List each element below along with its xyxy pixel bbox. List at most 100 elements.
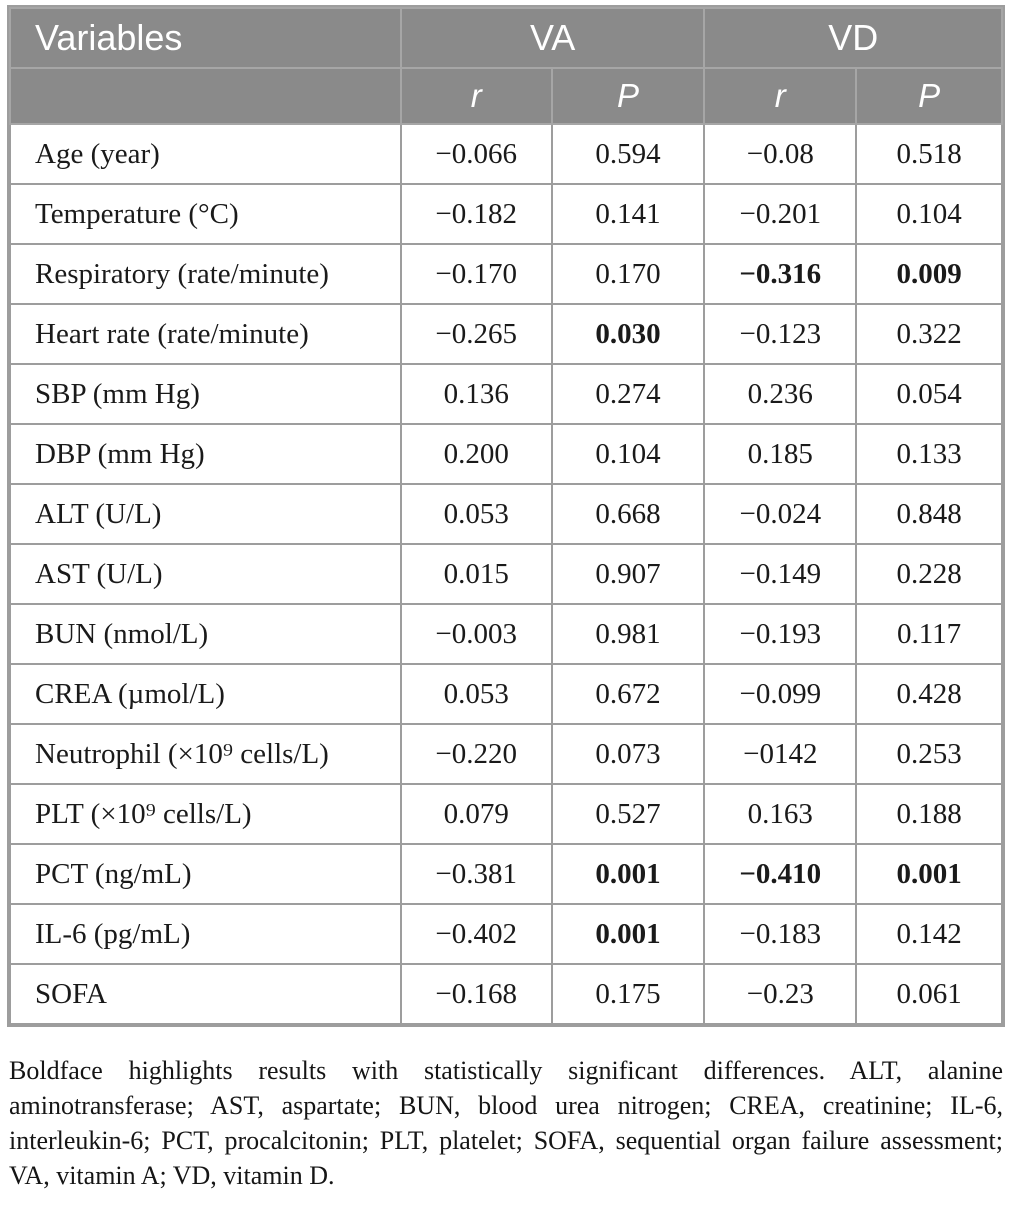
- vd-p-cell: 0.518: [855, 123, 1003, 185]
- group-header-va: VA: [399, 7, 706, 69]
- va-r-cell: 0.200: [399, 423, 553, 485]
- vd-p-cell: 0.188: [855, 783, 1003, 845]
- va-r-cell: −0.182: [399, 183, 553, 245]
- va-r-cell: −0.402: [399, 903, 553, 965]
- variable-name-cell: ALT (U/L): [9, 483, 402, 545]
- vd-r-cell: −0.410: [703, 843, 858, 905]
- table-row: Heart rate (rate/minute) −0.265 0.030 −0…: [9, 303, 1003, 365]
- column-header-variables: Variables: [9, 7, 402, 69]
- va-p-cell: 0.594: [550, 123, 706, 185]
- table-row: CREA (µmol/L) 0.053 0.672 −0.099 0.428: [9, 663, 1003, 725]
- vd-p-cell: 0.061: [855, 963, 1003, 1025]
- variable-name-cell: IL-6 (pg/mL): [9, 903, 402, 965]
- correlation-table-grid: Variables VA VD r P r P Age (year) −0.06…: [9, 7, 1003, 1025]
- table-row: Respiratory (rate/minute) −0.170 0.170 −…: [9, 243, 1003, 305]
- variable-name-cell: PCT (ng/mL): [9, 843, 402, 905]
- table-row: BUN (nmol/L) −0.003 0.981 −0.193 0.117: [9, 603, 1003, 665]
- vd-r-cell: 0.185: [703, 423, 858, 485]
- va-p-cell: 0.175: [550, 963, 706, 1025]
- vd-p-cell: 0.142: [855, 903, 1003, 965]
- vd-r-cell: −0.201: [703, 183, 858, 245]
- table-row: AST (U/L) 0.015 0.907 −0.149 0.228: [9, 543, 1003, 605]
- va-r-cell: 0.079: [399, 783, 553, 845]
- vd-r-cell: −0.024: [703, 483, 858, 545]
- vd-r-cell: −0.123: [703, 303, 858, 365]
- vd-p-cell: 0.322: [855, 303, 1003, 365]
- vd-p-cell: 0.001: [855, 843, 1003, 905]
- header-row-stats: r P r P: [9, 67, 1003, 125]
- table-row: SOFA −0.168 0.175 −0.23 0.061: [9, 963, 1003, 1025]
- column-header-va-p: P: [550, 67, 706, 125]
- vd-p-cell: 0.428: [855, 663, 1003, 725]
- va-p-cell: 0.001: [550, 843, 706, 905]
- empty-header-cell: [9, 67, 402, 125]
- va-p-cell: 0.030: [550, 303, 706, 365]
- variable-name-cell: Heart rate (rate/minute): [9, 303, 402, 365]
- vd-r-cell: −0.149: [703, 543, 858, 605]
- va-r-cell: −0.220: [399, 723, 553, 785]
- variable-name-cell: SBP (mm Hg): [9, 363, 402, 425]
- vd-p-cell: 0.228: [855, 543, 1003, 605]
- variable-name-cell: SOFA: [9, 963, 402, 1025]
- vd-r-cell: 0.236: [703, 363, 858, 425]
- variable-name-cell: Temperature (°C): [9, 183, 402, 245]
- table-row: DBP (mm Hg) 0.200 0.104 0.185 0.133: [9, 423, 1003, 485]
- column-header-vd-p: P: [855, 67, 1003, 125]
- table-row: IL-6 (pg/mL) −0.402 0.001 −0.183 0.142: [9, 903, 1003, 965]
- vd-p-cell: 0.848: [855, 483, 1003, 545]
- va-r-cell: −0.381: [399, 843, 553, 905]
- va-r-cell: 0.136: [399, 363, 553, 425]
- va-r-cell: 0.053: [399, 663, 553, 725]
- va-p-cell: 0.141: [550, 183, 706, 245]
- correlation-table: Variables VA VD r P r P Age (year) −0.06…: [7, 5, 1005, 1027]
- va-r-cell: −0.170: [399, 243, 553, 305]
- variable-name-cell: CREA (µmol/L): [9, 663, 402, 725]
- header-row-groups: Variables VA VD: [9, 7, 1003, 69]
- va-p-cell: 0.668: [550, 483, 706, 545]
- va-p-cell: 0.073: [550, 723, 706, 785]
- variable-name-cell: PLT (×10⁹ cells/L): [9, 783, 402, 845]
- va-r-cell: −0.066: [399, 123, 553, 185]
- va-r-cell: 0.053: [399, 483, 553, 545]
- va-r-cell: −0.168: [399, 963, 553, 1025]
- table-row: PCT (ng/mL) −0.381 0.001 −0.410 0.001: [9, 843, 1003, 905]
- column-header-va-r: r: [399, 67, 553, 125]
- vd-r-cell: −0.183: [703, 903, 858, 965]
- vd-p-cell: 0.117: [855, 603, 1003, 665]
- variable-name-cell: DBP (mm Hg): [9, 423, 402, 485]
- table-row: Age (year) −0.066 0.594 −0.08 0.518: [9, 123, 1003, 185]
- va-p-cell: 0.170: [550, 243, 706, 305]
- variable-name-cell: AST (U/L): [9, 543, 402, 605]
- vd-r-cell: −0.099: [703, 663, 858, 725]
- va-p-cell: 0.104: [550, 423, 706, 485]
- table-row: Temperature (°C) −0.182 0.141 −0.201 0.1…: [9, 183, 1003, 245]
- va-p-cell: 0.907: [550, 543, 706, 605]
- vd-p-cell: 0.133: [855, 423, 1003, 485]
- variable-name-cell: Neutrophil (×10⁹ cells/L): [9, 723, 402, 785]
- group-header-vd: VD: [703, 7, 1003, 69]
- table-row: ALT (U/L) 0.053 0.668 −0.024 0.848: [9, 483, 1003, 545]
- table-row: Neutrophil (×10⁹ cells/L) −0.220 0.073 −…: [9, 723, 1003, 785]
- va-r-cell: −0.003: [399, 603, 553, 665]
- column-header-vd-r: r: [703, 67, 858, 125]
- va-r-cell: −0.265: [399, 303, 553, 365]
- va-p-cell: 0.981: [550, 603, 706, 665]
- variable-name-cell: BUN (nmol/L): [9, 603, 402, 665]
- va-p-cell: 0.001: [550, 903, 706, 965]
- vd-p-cell: 0.054: [855, 363, 1003, 425]
- table-row: PLT (×10⁹ cells/L) 0.079 0.527 0.163 0.1…: [9, 783, 1003, 845]
- variable-name-cell: Age (year): [9, 123, 402, 185]
- va-p-cell: 0.672: [550, 663, 706, 725]
- vd-r-cell: 0.163: [703, 783, 858, 845]
- vd-r-cell: −0.316: [703, 243, 858, 305]
- variable-name-cell: Respiratory (rate/minute): [9, 243, 402, 305]
- vd-p-cell: 0.104: [855, 183, 1003, 245]
- vd-r-cell: −0.23: [703, 963, 858, 1025]
- vd-r-cell: −0.08: [703, 123, 858, 185]
- table-footnote: Boldface highlights results with statist…: [9, 1056, 1003, 1190]
- table-row: SBP (mm Hg) 0.136 0.274 0.236 0.054: [9, 363, 1003, 425]
- va-p-cell: 0.527: [550, 783, 706, 845]
- vd-p-cell: 0.253: [855, 723, 1003, 785]
- va-r-cell: 0.015: [399, 543, 553, 605]
- va-p-cell: 0.274: [550, 363, 706, 425]
